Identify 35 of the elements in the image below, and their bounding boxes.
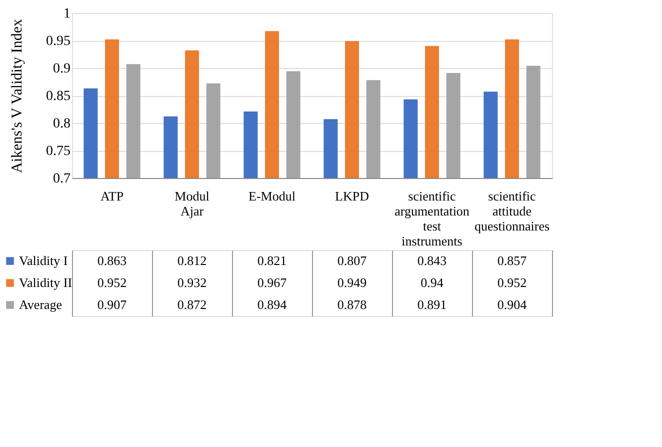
x-tick-label: E-Modul	[248, 188, 296, 204]
data-label: 0.863	[97, 253, 127, 268]
data-label: 0.843	[417, 253, 447, 268]
data-label: 0.812	[177, 253, 207, 268]
x-tick-label: Modul Ajar	[174, 188, 210, 218]
x-tick-label: ATP	[100, 188, 124, 204]
data-label: 0.932	[177, 275, 207, 290]
y-tick-label: 0.9	[53, 62, 70, 76]
y-tick-label: 0.8	[53, 116, 70, 132]
y-tick-label: 1	[64, 6, 70, 22]
data-label: 0.891	[417, 297, 447, 312]
data-label: 0.949	[337, 275, 367, 290]
data-label: 0.952	[497, 275, 527, 290]
data-label: 0.904	[497, 297, 528, 312]
x-tick-label: scientific argumentation test instruments	[394, 188, 470, 248]
y-tick-label: 0.75	[46, 144, 70, 159]
legend-label: Validity I	[19, 253, 68, 268]
data-label: 0.907	[97, 297, 128, 312]
legend-label: Average	[19, 297, 62, 312]
data-label: 0.857	[497, 253, 528, 268]
data-label: 0.894	[257, 297, 288, 312]
y-tick-label: 0.95	[46, 34, 70, 49]
x-tick-label: LKPD	[335, 188, 369, 204]
data-label: 0.872	[177, 297, 207, 312]
y-axis-title: Aikens's V Validity Index	[10, 18, 26, 173]
y-tick-label: 0.7	[53, 172, 70, 186]
x-tick-label: scientific attitude questionnaires	[474, 188, 550, 234]
legend-label: Validity II	[19, 275, 72, 290]
data-label: 0.967	[257, 275, 288, 290]
data-label: 0.94	[420, 275, 444, 290]
y-tick-label: 0.85	[46, 89, 70, 104]
data-label: 0.821	[257, 253, 287, 268]
data-label: 0.807	[337, 253, 368, 268]
data-label: 0.952	[97, 275, 127, 290]
data-label: 0.878	[337, 297, 367, 312]
